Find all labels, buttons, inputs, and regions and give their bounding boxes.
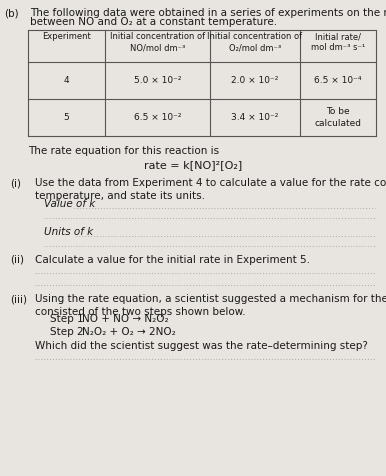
Text: 5: 5 [64, 113, 69, 122]
Text: 4: 4 [64, 76, 69, 85]
Text: 2.0 × 10⁻²: 2.0 × 10⁻² [231, 76, 279, 85]
Text: Initial rate/
mol dm⁻³ s⁻¹: Initial rate/ mol dm⁻³ s⁻¹ [311, 32, 365, 52]
Text: Step 1: Step 1 [50, 314, 84, 324]
Text: Initial concentration of
O₂/mol dm⁻³: Initial concentration of O₂/mol dm⁻³ [207, 32, 303, 52]
Text: (i): (i) [10, 178, 21, 188]
Text: between NO and O₂ at a constant temperature.: between NO and O₂ at a constant temperat… [30, 17, 277, 27]
Text: (b): (b) [4, 8, 19, 18]
Text: rate = k[NO]²[O₂]: rate = k[NO]²[O₂] [144, 160, 242, 170]
Text: Experiment: Experiment [42, 32, 91, 41]
Text: 6.5 × 10⁻⁴: 6.5 × 10⁻⁴ [314, 76, 362, 85]
Text: Value of k: Value of k [44, 199, 95, 209]
Text: Using the rate equation, a scientist suggested a mechanism for the reaction whic: Using the rate equation, a scientist sug… [35, 294, 386, 317]
Text: The following data were obtained in a series of experiments on the rate of the r: The following data were obtained in a se… [30, 8, 386, 18]
Text: Initial concentration of
NO/mol dm⁻³: Initial concentration of NO/mol dm⁻³ [110, 32, 205, 52]
Text: 5.0 × 10⁻²: 5.0 × 10⁻² [134, 76, 181, 85]
Text: Step 2: Step 2 [50, 327, 84, 337]
Text: Units of k: Units of k [44, 227, 93, 237]
Text: Which did the scientist suggest was the rate–determining step?: Which did the scientist suggest was the … [35, 341, 368, 351]
Text: The rate equation for this reaction is: The rate equation for this reaction is [28, 146, 219, 156]
Text: (iii): (iii) [10, 294, 27, 304]
Text: 6.5 × 10⁻²: 6.5 × 10⁻² [134, 113, 181, 122]
Text: To be
calculated: To be calculated [315, 108, 362, 128]
Text: 3.4 × 10⁻²: 3.4 × 10⁻² [231, 113, 279, 122]
Text: Calculate a value for the initial rate in Experiment 5.: Calculate a value for the initial rate i… [35, 255, 310, 265]
Text: N₂O₂ + O₂ → 2NO₂: N₂O₂ + O₂ → 2NO₂ [82, 327, 176, 337]
Text: NO + NO → N₂O₂: NO + NO → N₂O₂ [82, 314, 169, 324]
Text: Use the data from Experiment 4 to calculate a value for the rate constant, k, at: Use the data from Experiment 4 to calcul… [35, 178, 386, 201]
Text: (ii): (ii) [10, 255, 24, 265]
